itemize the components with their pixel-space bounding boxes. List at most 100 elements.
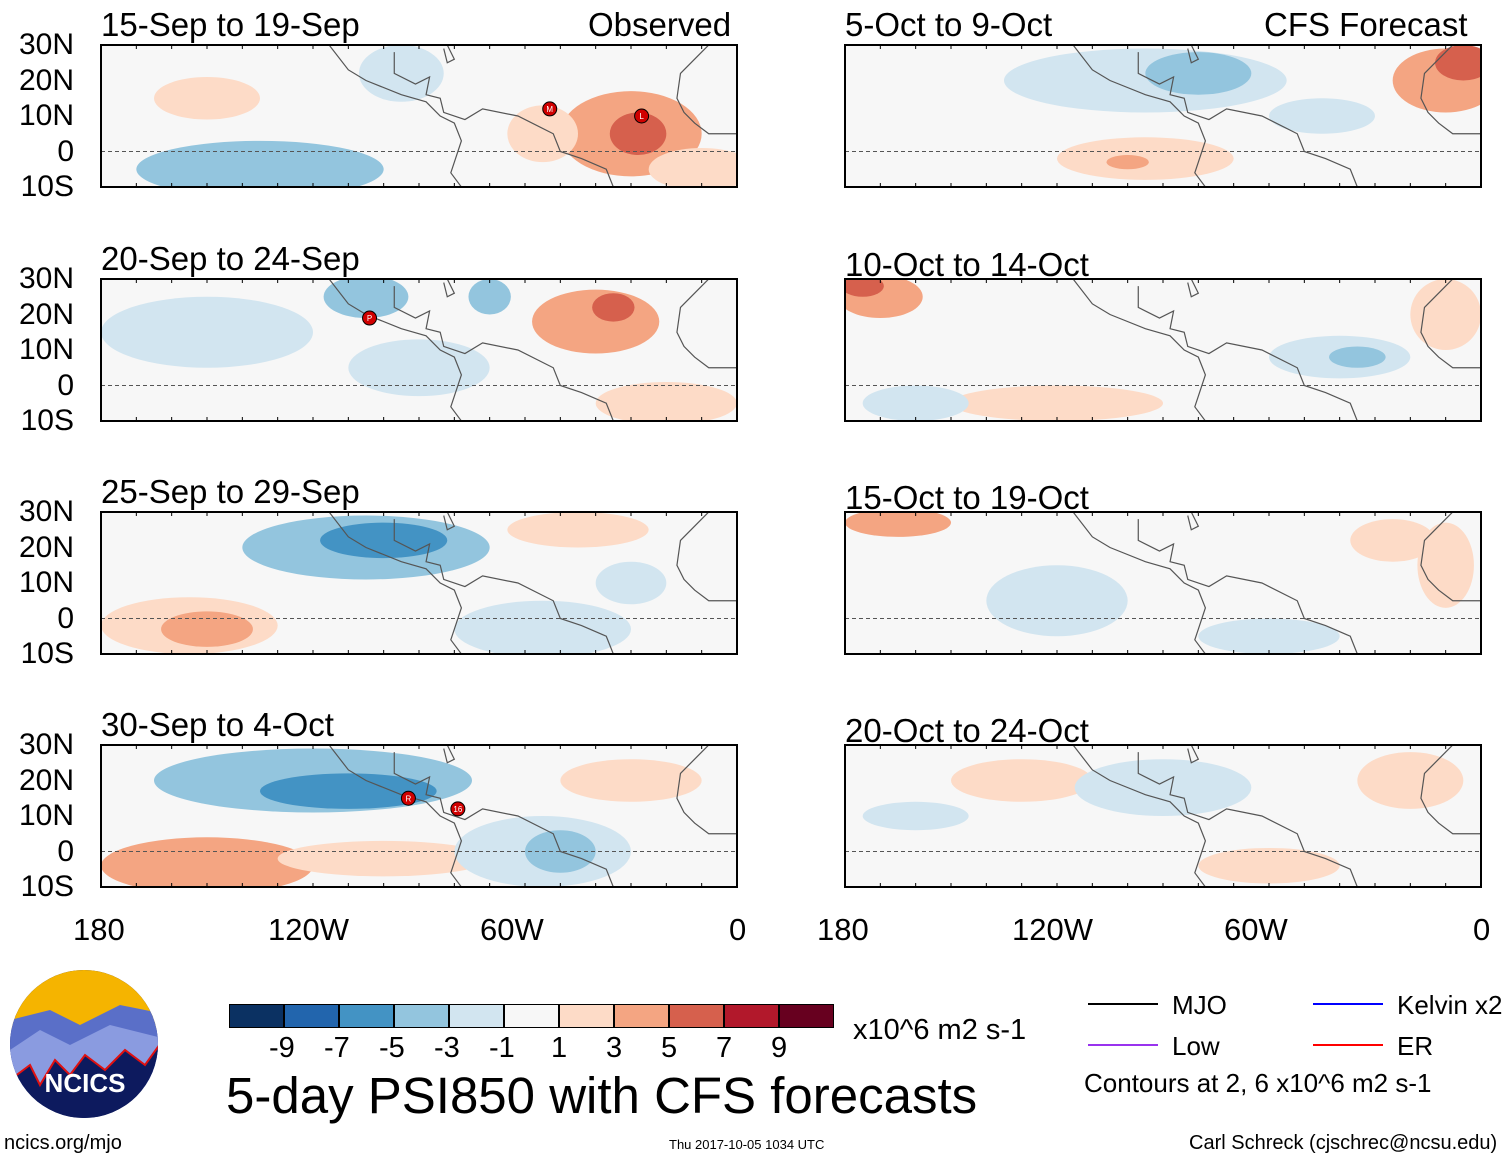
coastline [443, 512, 456, 531]
coastline [1137, 52, 1358, 187]
map-panel: ML [100, 44, 738, 188]
coastline [393, 519, 614, 654]
colorbar-swatch [724, 1004, 779, 1028]
coastline [328, 512, 463, 654]
panel-title: 15-Sep to 19-Sep [101, 6, 360, 43]
colorbar-swatch [669, 1004, 724, 1028]
figure-title: 5-day PSI850 with CFS forecasts [226, 1067, 978, 1124]
colorbar-label: 9 [771, 1032, 788, 1064]
anomaly-region [951, 759, 1093, 802]
coastline [676, 512, 737, 602]
anomaly-region [320, 522, 448, 559]
anomaly-region [595, 561, 667, 605]
coastline [443, 45, 456, 64]
coastline [1137, 286, 1358, 421]
colorbar-swatch [779, 1004, 834, 1028]
colorbar-label: -9 [269, 1032, 295, 1064]
lat-label: 20N [18, 763, 74, 797]
cfs-forecast-label: CFS Forecast [1264, 6, 1468, 43]
contour-note: Contours at 2, 6 x10^6 m2 s-1 [1084, 1068, 1432, 1098]
legend-line [1313, 1003, 1383, 1005]
coastline [676, 745, 737, 835]
lat-label: 10N [18, 566, 74, 599]
anomaly-region [592, 293, 635, 322]
map-panel: R 16 [100, 744, 738, 888]
map-panel [844, 744, 1482, 888]
anomaly-region [260, 773, 437, 809]
anomaly-region [161, 611, 253, 647]
coastline [1187, 512, 1200, 531]
legend-line [1088, 1044, 1158, 1046]
anomaly-region [1074, 759, 1252, 816]
coastline [443, 745, 456, 764]
lat-label: 10N [18, 99, 74, 132]
anomaly-region [1198, 847, 1340, 884]
coastline [1137, 752, 1358, 887]
lat-label: 10N [18, 799, 74, 832]
coastline [393, 752, 614, 887]
coastline [393, 52, 614, 187]
storm-label: L [639, 112, 644, 121]
lat-label: 0 [57, 601, 74, 635]
lat-label: 0 [57, 834, 74, 868]
anomaly-region [862, 801, 969, 831]
panel-title: 15-Oct to 19-Oct [845, 479, 1089, 516]
lon-label: 180 [73, 912, 125, 947]
lat-label: 20N [18, 63, 74, 97]
anomaly-region [154, 76, 260, 120]
colorbar-swatch [284, 1004, 339, 1028]
map-panel: P [100, 278, 738, 422]
panel-title: 25-Sep to 29-Sep [101, 473, 360, 510]
lat-label: 30N [18, 28, 74, 61]
colorbar-label: -3 [434, 1032, 460, 1064]
lon-label: 180 [817, 912, 869, 947]
coastline [1072, 45, 1207, 187]
tropical-storm-icon [634, 108, 650, 124]
lat-label: 20N [18, 530, 74, 564]
anomaly-region [532, 289, 660, 354]
anomaly-region [862, 385, 969, 421]
anomaly-region [323, 279, 409, 319]
anomaly-region [951, 385, 1163, 421]
coastline [1420, 512, 1481, 602]
coastline [1187, 45, 1200, 64]
footer-timestamp: Thu 2017-10-05 1034 UTC [669, 1137, 825, 1152]
storm-label: M [546, 105, 553, 114]
footer-url[interactable]: ncics.org/mjo [4, 1132, 122, 1154]
lat-label: 30N [18, 495, 74, 528]
lat-label: 10S [20, 637, 74, 670]
coastline [676, 45, 737, 135]
colorbar-swatch [559, 1004, 614, 1028]
coastline [1420, 45, 1481, 135]
colorbar-swatch [339, 1004, 394, 1028]
map-panel [844, 44, 1482, 188]
tropical-storm-icon [400, 790, 416, 806]
coastline [1072, 512, 1207, 654]
coastline [393, 286, 614, 421]
lat-label: 10S [20, 870, 74, 903]
colorbar-label: 7 [716, 1032, 733, 1064]
colorbar-label: 5 [661, 1032, 678, 1064]
colorbar-label: -5 [379, 1032, 405, 1064]
map-panel [100, 511, 738, 655]
anomaly-region [358, 45, 444, 102]
anomaly-region [1357, 752, 1464, 809]
coastline [328, 745, 463, 887]
panel-title: 20-Oct to 24-Oct [845, 712, 1089, 749]
legend-line [1088, 1003, 1158, 1005]
anomaly-region [277, 840, 490, 877]
anomaly-region [468, 279, 511, 315]
lon-label: 60W [480, 912, 544, 947]
anomaly-region [1417, 522, 1474, 608]
colorbar-swatch [229, 1004, 284, 1028]
colorbar-swatch [504, 1004, 559, 1028]
anomaly-region [609, 112, 667, 156]
coastline [676, 279, 737, 369]
colorbar-swatch [449, 1004, 504, 1028]
colorbar-label: -1 [489, 1032, 515, 1064]
legend-label: Low [1172, 1031, 1220, 1061]
coastline [443, 279, 456, 298]
colorbar-label: 3 [606, 1032, 623, 1064]
svg-text:NCICS: NCICS [45, 1068, 126, 1098]
storm-label: R [406, 794, 412, 803]
